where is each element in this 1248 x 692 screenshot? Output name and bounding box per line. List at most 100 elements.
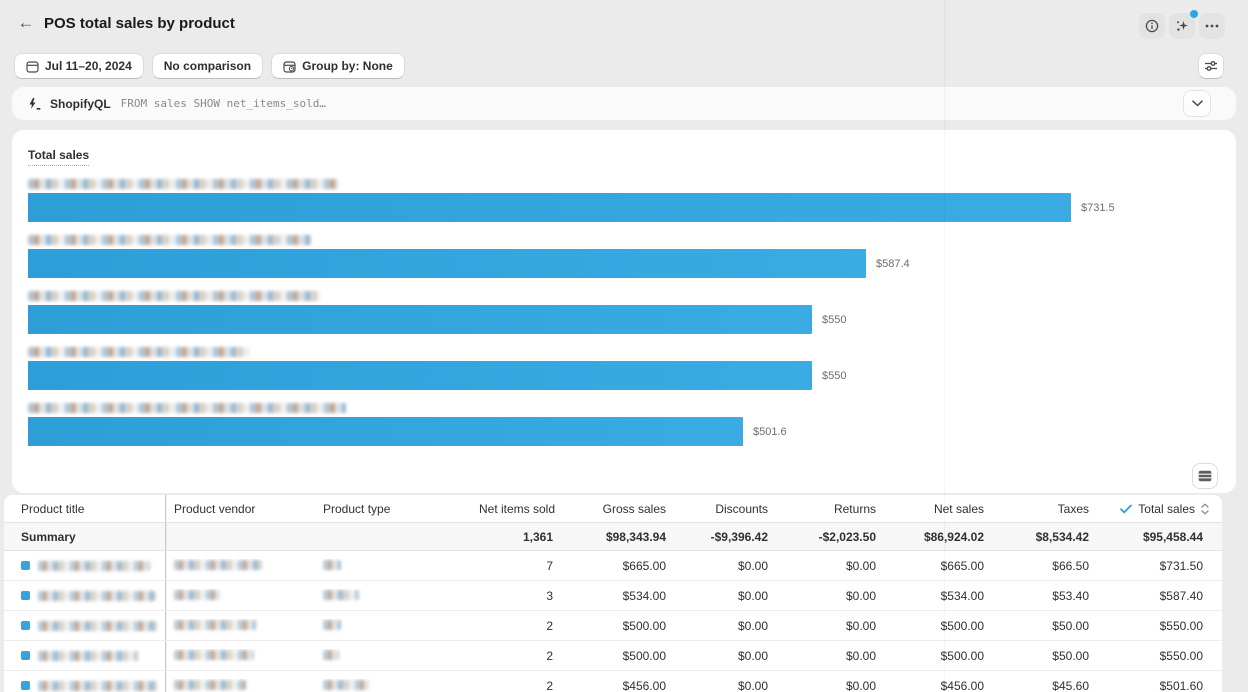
product-vendor-cell [166, 679, 315, 692]
net-items-sold-cell: 7 [546, 558, 553, 573]
table-row[interactable]: 7 $665.00 $0.00 $0.00 $665.00 $66.50 $73… [4, 551, 1222, 581]
magic-sparkle-icon [1175, 19, 1189, 33]
check-icon [1120, 504, 1133, 514]
discounts-cell: $0.00 [737, 648, 768, 663]
total-sales-cell: $731.50 [1159, 558, 1203, 573]
blurred-product-type [323, 619, 341, 630]
column-header-total-sales[interactable]: Total sales [1097, 502, 1222, 516]
summary-cell: $95,458.44 [1142, 529, 1203, 544]
filter-toolbar: Jul 11–20, 2024 No comparison Group by: … [14, 53, 1224, 79]
product-title-cell[interactable] [4, 551, 166, 580]
returns-cell: $0.00 [845, 648, 876, 663]
ellipsis-icon [1205, 24, 1219, 28]
product-title-cell[interactable] [4, 611, 166, 640]
chart-settings-button[interactable] [1198, 53, 1224, 79]
product-title-cell[interactable] [4, 581, 166, 610]
product-thumbnail [21, 651, 30, 660]
comparison-button[interactable]: No comparison [151, 53, 264, 79]
summary-cell: $8,534.42 [1035, 529, 1089, 544]
table-row[interactable]: 2 $500.00 $0.00 $0.00 $500.00 $50.00 $55… [4, 611, 1222, 641]
column-label: Product vendor [174, 501, 256, 516]
returns-cell: $0.00 [845, 678, 876, 692]
lightning-bolt-icon [26, 97, 42, 111]
column-header-returns[interactable]: Returns [776, 502, 884, 516]
calendar-icon [26, 60, 39, 73]
bar[interactable] [28, 249, 866, 278]
bar-value-label: $731.5 [1081, 201, 1115, 214]
blurred-product-type [323, 679, 369, 690]
blurred-product-vendor [174, 559, 262, 570]
product-title-cell[interactable] [4, 641, 166, 670]
column-header-taxes[interactable]: Taxes [992, 502, 1097, 516]
chart-title: Total sales [28, 148, 90, 166]
insights-button[interactable] [1169, 10, 1198, 39]
product-vendor-cell [166, 559, 315, 573]
taxes-cell: $66.50 [1052, 558, 1089, 573]
table-header-row: Product title Product vendor Product typ… [4, 495, 1222, 523]
bar-group: $587.4 [28, 235, 1220, 278]
bar[interactable] [28, 193, 1071, 222]
table-view-button[interactable] [1192, 463, 1218, 489]
gross-sales-cell: $534.00 [622, 588, 666, 603]
more-actions-button[interactable] [1199, 13, 1225, 39]
blurred-product-type [323, 589, 359, 600]
total-sales-cell: $501.60 [1159, 678, 1203, 692]
sort-carets-icon[interactable] [1201, 503, 1209, 515]
column-header-net-items-sold[interactable]: Net items sold [471, 502, 561, 516]
product-type-cell [315, 589, 471, 603]
gross-sales-cell: $500.00 [622, 618, 666, 633]
column-header-product-type[interactable]: Product type [315, 502, 471, 516]
query-collapse-button[interactable] [1183, 90, 1211, 117]
blurred-product-vendor [174, 649, 254, 660]
net-items-sold-cell: 2 [546, 678, 553, 692]
header-actions [1139, 10, 1225, 39]
returns-cell: $0.00 [845, 558, 876, 573]
blurred-product-vendor [174, 679, 246, 690]
blurred-product-title [38, 650, 138, 661]
table-row[interactable]: 2 $500.00 $0.00 $0.00 $500.00 $50.00 $55… [4, 641, 1222, 671]
query-text: FROM sales SHOW net_items_sold… [120, 97, 326, 110]
adjust-sliders-icon [1204, 59, 1218, 73]
total-sales-cell: $587.40 [1159, 588, 1203, 603]
discounts-cell: $0.00 [737, 558, 768, 573]
bar-category-label-blurred [28, 235, 311, 245]
product-thumbnail [21, 681, 30, 690]
column-label: Taxes [1057, 501, 1089, 516]
bar-category-label-blurred [28, 403, 346, 413]
back-button[interactable]: ← [12, 9, 40, 37]
bar-value-label: $501.6 [753, 425, 787, 438]
blurred-product-vendor [174, 589, 220, 600]
column-header-product-title[interactable]: Product title [4, 495, 166, 522]
product-vendor-cell [166, 589, 315, 603]
summary-cell: $98,343.94 [605, 529, 666, 544]
table-row[interactable]: 3 $534.00 $0.00 $0.00 $534.00 $53.40 $58… [4, 581, 1222, 611]
product-title-cell[interactable] [4, 671, 166, 692]
date-range-button[interactable]: Jul 11–20, 2024 [14, 53, 144, 79]
net-items-sold-cell: 2 [546, 648, 553, 663]
total-sales-cell: $550.00 [1159, 618, 1203, 633]
calendar-clock-icon [283, 60, 296, 73]
bar[interactable] [28, 417, 743, 446]
column-label: Product type [323, 501, 391, 516]
bar[interactable] [28, 305, 812, 334]
page-title: POS total sales by product [44, 14, 235, 32]
column-label: Gross sales [602, 501, 666, 516]
report-table: Product title Product vendor Product typ… [4, 495, 1222, 692]
bar-group: $550 [28, 291, 1220, 334]
column-header-gross-sales[interactable]: Gross sales [561, 502, 674, 516]
summary-row: Summary 1,361 $98,343.94 -$9,396.42 -$2,… [4, 523, 1222, 551]
column-header-net-sales[interactable]: Net sales [884, 502, 992, 516]
table-row[interactable]: 2 $456.00 $0.00 $0.00 $456.00 $45.60 $50… [4, 671, 1222, 692]
bar-group: $731.5 [28, 179, 1220, 222]
column-header-product-vendor[interactable]: Product vendor [166, 502, 315, 516]
summary-cell: -$2,023.50 [818, 529, 876, 544]
info-button[interactable] [1139, 13, 1165, 39]
discounts-cell: $0.00 [737, 678, 768, 692]
bar[interactable] [28, 361, 812, 390]
product-thumbnail [21, 591, 30, 600]
column-header-discounts[interactable]: Discounts [674, 502, 776, 516]
summary-cell: -$9,396.42 [710, 529, 768, 544]
group-by-button[interactable]: Group by: None [271, 53, 405, 79]
table-rows-icon [1198, 470, 1212, 482]
gross-sales-cell: $500.00 [622, 648, 666, 663]
